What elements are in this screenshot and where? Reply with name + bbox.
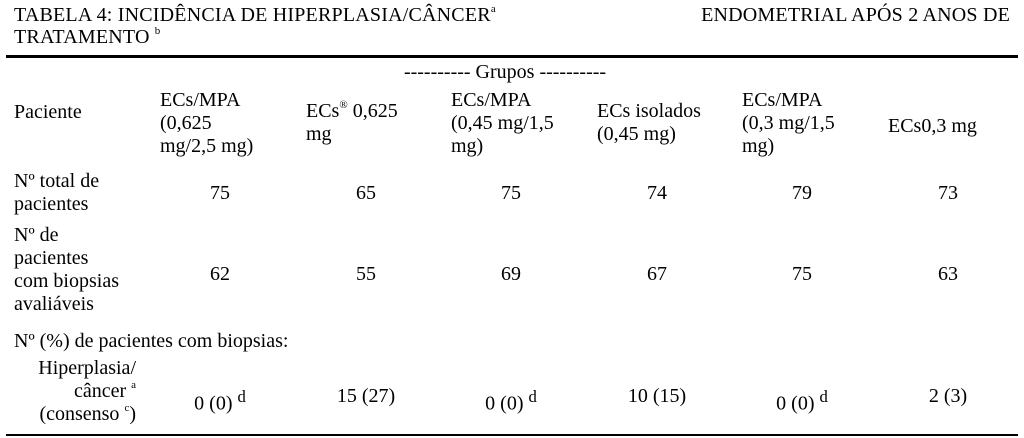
bottom-rule: [6, 434, 1018, 436]
title-superscript-a: a: [490, 3, 496, 15]
table-cell: 2 (3): [928, 385, 968, 407]
header-col3: ECs/MPA (0,45 mg/1,5 mg): [451, 89, 554, 157]
row-hiperplasia-label: Hiperplasia/ câncer a (consenso c): [38, 357, 136, 425]
table-title-line1: TABELA 4: INCIDÊNCIA DE HIPERPLASIA/CÂNC…: [14, 3, 1010, 27]
registered-mark: ®: [339, 99, 348, 111]
header-col1: ECs/MPA (0,625 mg/2,5 mg): [160, 89, 254, 157]
table-cell: 67: [647, 263, 667, 285]
table-cell: 15 (27): [336, 385, 396, 407]
header-col5: ECs/MPA (0,3 mg/1,5 mg): [742, 89, 835, 157]
header-paciente: Paciente: [14, 101, 82, 123]
row-biopsias-label: Nº de pacientes com biopsias avaliáveis: [14, 224, 119, 315]
table-cell: 0 (0) d: [776, 387, 828, 415]
table-cell: 74: [647, 182, 667, 204]
table-cell: 0 (0) d: [485, 387, 537, 415]
table-cell: 69: [501, 263, 521, 285]
table-title: TABELA 4: INCIDÊNCIA DE HIPERPLASIA/CÂNC…: [14, 3, 1010, 49]
table-cell: 75: [210, 182, 230, 204]
row-total-label: Nº total de pacientes: [14, 170, 100, 215]
table-cell: 63: [938, 263, 958, 285]
header-col6: ECs0,3 mg: [888, 115, 977, 137]
title-superscript-b: b: [154, 25, 161, 37]
title-part-b: ENDOMETRIAL APÓS 2 ANOS DE: [701, 4, 1010, 26]
title-part-a: TABELA 4: INCIDÊNCIA DE HIPERPLASIA/CÂNC…: [14, 3, 496, 27]
table-cell: 65: [356, 182, 376, 204]
table-title-line2: TRATAMENTO b: [14, 25, 161, 49]
table-cell: 0 (0) d: [194, 387, 246, 415]
table-cell: 10 (15): [627, 385, 687, 407]
table-cell: 62: [210, 263, 230, 285]
table-cell: 79: [792, 182, 812, 204]
table-cell: 75: [792, 263, 812, 285]
header-col4: ECs isolados (0,45 mg): [597, 100, 701, 145]
section-label: Nº (%) de pacientes com biopsias:: [14, 330, 289, 352]
grupos-label: ---------- Grupos ----------: [403, 61, 607, 83]
table-cell: 73: [938, 182, 958, 204]
top-rule: [6, 55, 1018, 58]
table-cell: 55: [356, 263, 376, 285]
header-col2: ECs® 0,625 mg: [306, 99, 398, 146]
table-cell: 75: [501, 182, 521, 204]
